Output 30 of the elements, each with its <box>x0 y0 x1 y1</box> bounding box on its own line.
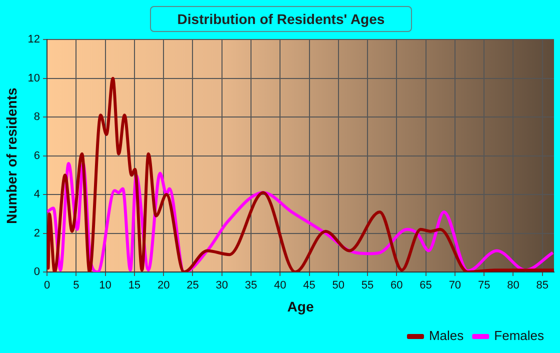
x-axis-title: Age <box>287 298 314 314</box>
x-tick-label: 30 <box>216 280 228 292</box>
x-tick-label: 15 <box>128 280 141 292</box>
x-tick-label: 70 <box>448 280 462 292</box>
x-tick-label: 40 <box>274 280 286 292</box>
y-tick-label: 6 <box>34 150 40 162</box>
x-tick-label: 65 <box>420 280 432 292</box>
x-tick-label: 85 <box>536 280 548 292</box>
x-tick-label: 25 <box>186 280 199 292</box>
x-tick-label: 0 <box>44 280 50 292</box>
x-tick-label: 5 <box>73 280 80 292</box>
x-tick-label: 10 <box>99 280 112 292</box>
x-tick-label: 45 <box>303 280 316 292</box>
x-tick-label: 20 <box>157 280 170 292</box>
y-tick-label: 10 <box>28 72 40 84</box>
legend-label: Males <box>428 328 464 344</box>
y-tick-label: 0 <box>34 266 40 278</box>
x-tick-label: 55 <box>361 280 374 292</box>
y-tick-label: 8 <box>34 111 40 124</box>
x-tick-label: 75 <box>478 280 490 292</box>
x-tick-label: 60 <box>390 280 403 292</box>
chart-title: Distribution of Residents' Ages <box>150 6 412 32</box>
x-tick-label: 80 <box>507 280 520 292</box>
y-tick-label: 4 <box>34 188 40 201</box>
y-tick-label: 12 <box>28 34 40 46</box>
y-tick-label: 2 <box>34 227 40 240</box>
legend-label: Females <box>494 328 544 344</box>
x-tick-label: 50 <box>332 280 345 292</box>
x-tick-label: 35 <box>244 280 258 292</box>
y-axis-title: Number of residents <box>3 88 20 224</box>
